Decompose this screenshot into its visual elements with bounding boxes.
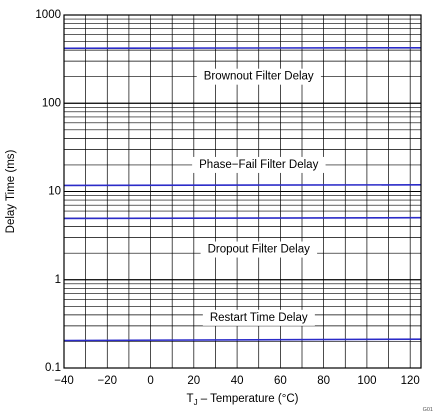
- x-tick-label: −40: [54, 375, 74, 387]
- annotation-label-2: Phase−Fail Filter Delay: [199, 159, 318, 171]
- x-tick-label: −20: [98, 375, 118, 387]
- y-tick-labels: 0.1 1 10 100 1000: [35, 9, 61, 374]
- y-tick-label: 10: [48, 186, 61, 198]
- y-tick-label: 0.1: [45, 362, 61, 374]
- x-tick-label: 100: [357, 375, 376, 387]
- y-axis-label: Delay Time (ms): [5, 149, 17, 233]
- x-tick-labels: −40 −20 0 20 40 60 80 100 120: [54, 375, 420, 387]
- x-tick-label: 80: [317, 375, 330, 387]
- annotation-label-3: Dropout Filter Delay: [208, 244, 311, 256]
- x-axis-label: TJ – Temperature (°C): [187, 393, 299, 407]
- x-tick-label: 20: [187, 375, 200, 387]
- x-tick-label: 40: [231, 375, 244, 387]
- x-tick-label: 60: [274, 375, 287, 387]
- annotation-background-3: [200, 241, 318, 258]
- x-tick-label: 0: [147, 375, 153, 387]
- plot-frame: [63, 14, 422, 369]
- series-line-4: [63, 338, 422, 342]
- series-line-2: [63, 184, 422, 187]
- annotation-label-1: Brownout Filter Delay: [204, 71, 314, 83]
- annotation-background-4: [202, 309, 315, 326]
- y-tick-label: 1: [55, 274, 61, 286]
- annotations: Brownout Filter Delay Phase−Fail Filter D…: [192, 68, 326, 326]
- series-line-3: [63, 216, 422, 220]
- y-tick-label: 100: [42, 97, 61, 109]
- annotation-label-4: Restart Time Delay: [210, 312, 308, 324]
- x-tick-label: 120: [401, 375, 420, 387]
- annotation-background-1: [196, 68, 321, 85]
- grid: [64, 15, 421, 368]
- figure-id: G01: [423, 407, 433, 413]
- series-lines: [63, 46, 422, 342]
- y-tick-label: 1000: [35, 9, 61, 21]
- annotation-background-2: [192, 156, 326, 173]
